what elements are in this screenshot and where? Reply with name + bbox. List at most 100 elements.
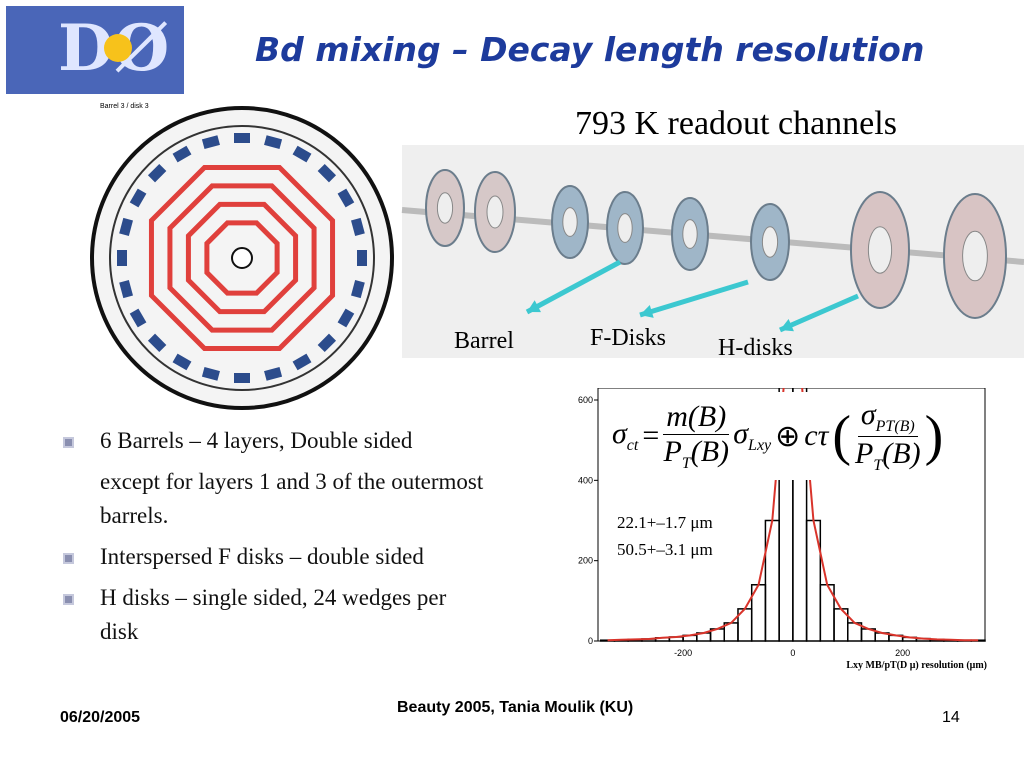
y-tick-label: 0 — [588, 636, 593, 646]
formula-part: ) — [924, 405, 944, 467]
bullet-marker — [63, 437, 74, 448]
barrel-layer — [204, 220, 280, 296]
module — [201, 367, 220, 381]
annotation: 50.5+–3.1 μm — [617, 540, 713, 559]
module — [234, 373, 250, 383]
bullet-text: H disks – single sided, 24 wedges per — [100, 585, 447, 610]
bullet-text: barrels. — [100, 503, 169, 528]
y-tick-label: 400 — [578, 475, 593, 485]
beam-spot — [231, 247, 253, 269]
pointer-arrowhead — [527, 300, 541, 313]
module — [147, 163, 167, 183]
detector-disk-hole — [867, 226, 893, 274]
fit-curve — [607, 388, 979, 642]
formula-part: (B) — [690, 434, 730, 468]
bullet-text: disk — [100, 619, 139, 644]
module — [117, 250, 127, 266]
bullet-text: 6 Barrels – 4 layers, Double sided — [100, 428, 413, 453]
detector-disk-hole — [436, 192, 454, 224]
module — [172, 145, 192, 163]
formula-part: Lxy — [748, 437, 772, 454]
module — [337, 188, 355, 208]
detector-label: F-Disks — [590, 325, 667, 351]
detector-disk-hole — [962, 230, 988, 282]
formula-part: m(B) — [663, 400, 730, 435]
formula-part: ( — [832, 405, 852, 467]
x-tick-label: 200 — [895, 648, 910, 658]
formula-part: T — [681, 454, 691, 472]
pointer-arrowhead — [640, 304, 654, 318]
crosssection-label: Barrel 3 / disk 3 — [100, 103, 149, 110]
module — [317, 163, 337, 183]
module — [357, 250, 367, 266]
formula: σct = m(B) PT(B) σLxy ⊕ cτ ( σPT(B) PT(B) … — [612, 392, 984, 480]
detector-label: H-disks — [718, 335, 793, 361]
module — [264, 367, 283, 381]
x-axis-label: Lxy MB/pT(D μ) resolution (μm) — [846, 660, 987, 671]
barrel-layer — [167, 183, 317, 333]
pointer-arrowhead — [780, 318, 794, 332]
module — [234, 133, 250, 143]
formula-part: σ — [860, 397, 876, 431]
detector-disk-hole — [486, 195, 504, 229]
logo-bg — [6, 6, 184, 94]
formula-part: cτ — [804, 419, 829, 452]
pointer-arrow — [779, 293, 859, 333]
module — [129, 308, 147, 328]
x-tick-label: -200 — [674, 648, 692, 658]
hist-bar — [792, 388, 808, 642]
pointer-arrow — [525, 259, 622, 315]
module — [129, 188, 147, 208]
barrel-layer — [185, 201, 299, 315]
module — [317, 333, 337, 353]
caption: 793 K readout channels — [575, 105, 897, 142]
footer-center: Beauty 2005, Tania Moulik (KU) — [397, 699, 634, 716]
detector-disk-hole — [562, 207, 578, 237]
title: Bd mixing – Decay length resolution — [255, 30, 925, 69]
module — [351, 217, 365, 236]
detector-disk-hole — [761, 226, 779, 258]
bullet-marker — [63, 553, 74, 564]
detector-label: Barrel — [454, 328, 514, 354]
formula-part: = — [642, 419, 660, 452]
detector-disk-hole — [682, 219, 698, 249]
formula-part: (B) — [894, 417, 915, 435]
formula-part: P — [855, 436, 874, 470]
module — [201, 135, 220, 149]
barrel-layer — [148, 164, 336, 352]
module — [337, 308, 355, 328]
bullet-text: except for layers 1 and 3 of the outermo… — [100, 469, 484, 494]
formula-part: ⊕ — [775, 419, 801, 453]
formula-part: (B) — [882, 436, 921, 470]
module — [351, 280, 365, 299]
page-number: 14 — [942, 709, 960, 726]
histogram — [599, 388, 986, 642]
y-tick-label: 600 — [578, 395, 593, 405]
formula-part: T — [885, 417, 895, 435]
formula-part: σ — [612, 417, 627, 450]
detector-disk-hole — [617, 213, 633, 243]
module — [119, 280, 133, 299]
annotation: 22.1+–1.7 μm — [617, 513, 713, 532]
module — [119, 217, 133, 236]
formula-part: P — [663, 434, 682, 468]
logo-star — [104, 34, 132, 62]
module — [292, 353, 312, 371]
pointer-arrow — [639, 279, 749, 318]
bullet-text: Interspersed F disks – double sided — [100, 544, 424, 569]
formula-part: ct — [626, 437, 639, 454]
module — [264, 135, 283, 149]
module — [172, 353, 192, 371]
bullet-marker — [63, 594, 74, 605]
x-tick-label: 0 — [790, 648, 795, 658]
module — [292, 145, 312, 163]
formula-part: T — [873, 456, 883, 474]
crosssection-ring — [109, 125, 375, 391]
y-tick-label: 200 — [578, 556, 593, 566]
formula-part: σ — [733, 417, 749, 450]
module — [147, 333, 167, 353]
footer-date: 06/20/2005 — [60, 709, 141, 726]
formula-part: P — [875, 417, 886, 435]
